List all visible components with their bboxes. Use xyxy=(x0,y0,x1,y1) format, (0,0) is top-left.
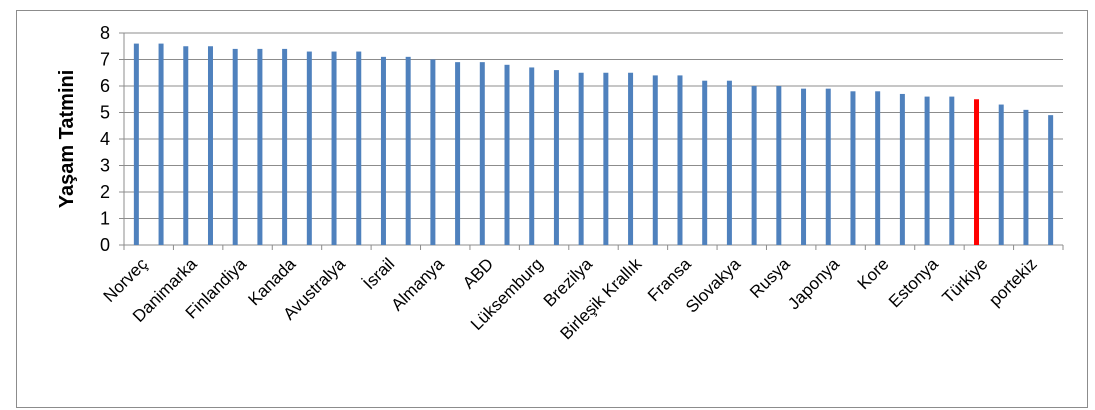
bar-3 xyxy=(207,46,213,245)
chart-frame xyxy=(16,10,1088,408)
bar-34 xyxy=(974,99,980,245)
bar-30 xyxy=(875,91,881,245)
bar-37 xyxy=(1048,115,1054,246)
bar-14 xyxy=(479,62,485,246)
y-axis-title: Yaşam Tatmini xyxy=(56,70,78,209)
x-tick-label: İsrail xyxy=(359,254,398,293)
bar-25 xyxy=(751,86,757,245)
y-tick-label: 1 xyxy=(100,209,110,229)
bar-7 xyxy=(306,51,312,245)
bar-6 xyxy=(282,48,288,246)
y-tick-label: 3 xyxy=(100,156,110,176)
bar-22 xyxy=(677,75,683,246)
bar-35 xyxy=(998,104,1004,245)
x-tick-label: Kore xyxy=(854,254,893,293)
x-tick-label: Rusya xyxy=(746,254,794,302)
bar-8 xyxy=(331,51,337,245)
y-tick-label: 0 xyxy=(100,235,110,255)
bar-33 xyxy=(949,96,955,245)
y-tick-label: 6 xyxy=(100,76,110,96)
bar-28 xyxy=(825,88,831,246)
bar-21 xyxy=(652,75,658,246)
bar-32 xyxy=(924,96,930,245)
bar-31 xyxy=(899,93,905,245)
bar-0 xyxy=(133,43,139,245)
bar-26 xyxy=(776,86,782,245)
bar-24 xyxy=(726,80,732,245)
x-tick-labels: NorveçDanimarkaFinlandiyaKanadaAvustraly… xyxy=(100,254,1041,343)
bar-27 xyxy=(801,88,807,246)
axes xyxy=(123,33,1064,250)
x-tick-label: Slovakya xyxy=(682,254,745,317)
y-tick-label: 7 xyxy=(100,50,110,70)
bar-4 xyxy=(232,48,238,246)
x-tick-label: Japonya xyxy=(784,254,843,313)
bar-29 xyxy=(850,91,856,245)
bar-13 xyxy=(455,62,461,246)
x-tick-label: portekiz xyxy=(985,254,1041,310)
bar-9 xyxy=(356,51,362,245)
bar-18 xyxy=(578,72,584,245)
bar-1 xyxy=(158,43,164,245)
bar-20 xyxy=(628,72,634,245)
gridlines xyxy=(119,32,1063,246)
bar-10 xyxy=(380,56,386,245)
bar-11 xyxy=(405,56,411,245)
y-tick-label: 8 xyxy=(100,23,110,43)
bar-36 xyxy=(1023,109,1029,245)
bar-5 xyxy=(257,48,263,246)
bar-23 xyxy=(702,80,708,245)
bar-16 xyxy=(529,67,535,245)
x-tick-label: Türkiye xyxy=(938,254,991,307)
bar-2 xyxy=(183,46,189,245)
bar-15 xyxy=(504,64,510,245)
bars xyxy=(133,43,1054,246)
y-tick-label: 2 xyxy=(100,182,110,202)
x-tick-label: Estonya xyxy=(885,254,942,311)
y-tick-label: 4 xyxy=(100,129,110,149)
x-tick-label: ABD xyxy=(459,254,497,292)
bar-12 xyxy=(430,59,436,245)
x-tick-label: Almanya xyxy=(388,254,449,315)
y-tick-label: 5 xyxy=(100,103,110,123)
bar-19 xyxy=(603,72,609,245)
y-tick-labels: 0 1 2 3 4 5 6 7 8 xyxy=(100,23,110,255)
bar-17 xyxy=(553,70,559,245)
